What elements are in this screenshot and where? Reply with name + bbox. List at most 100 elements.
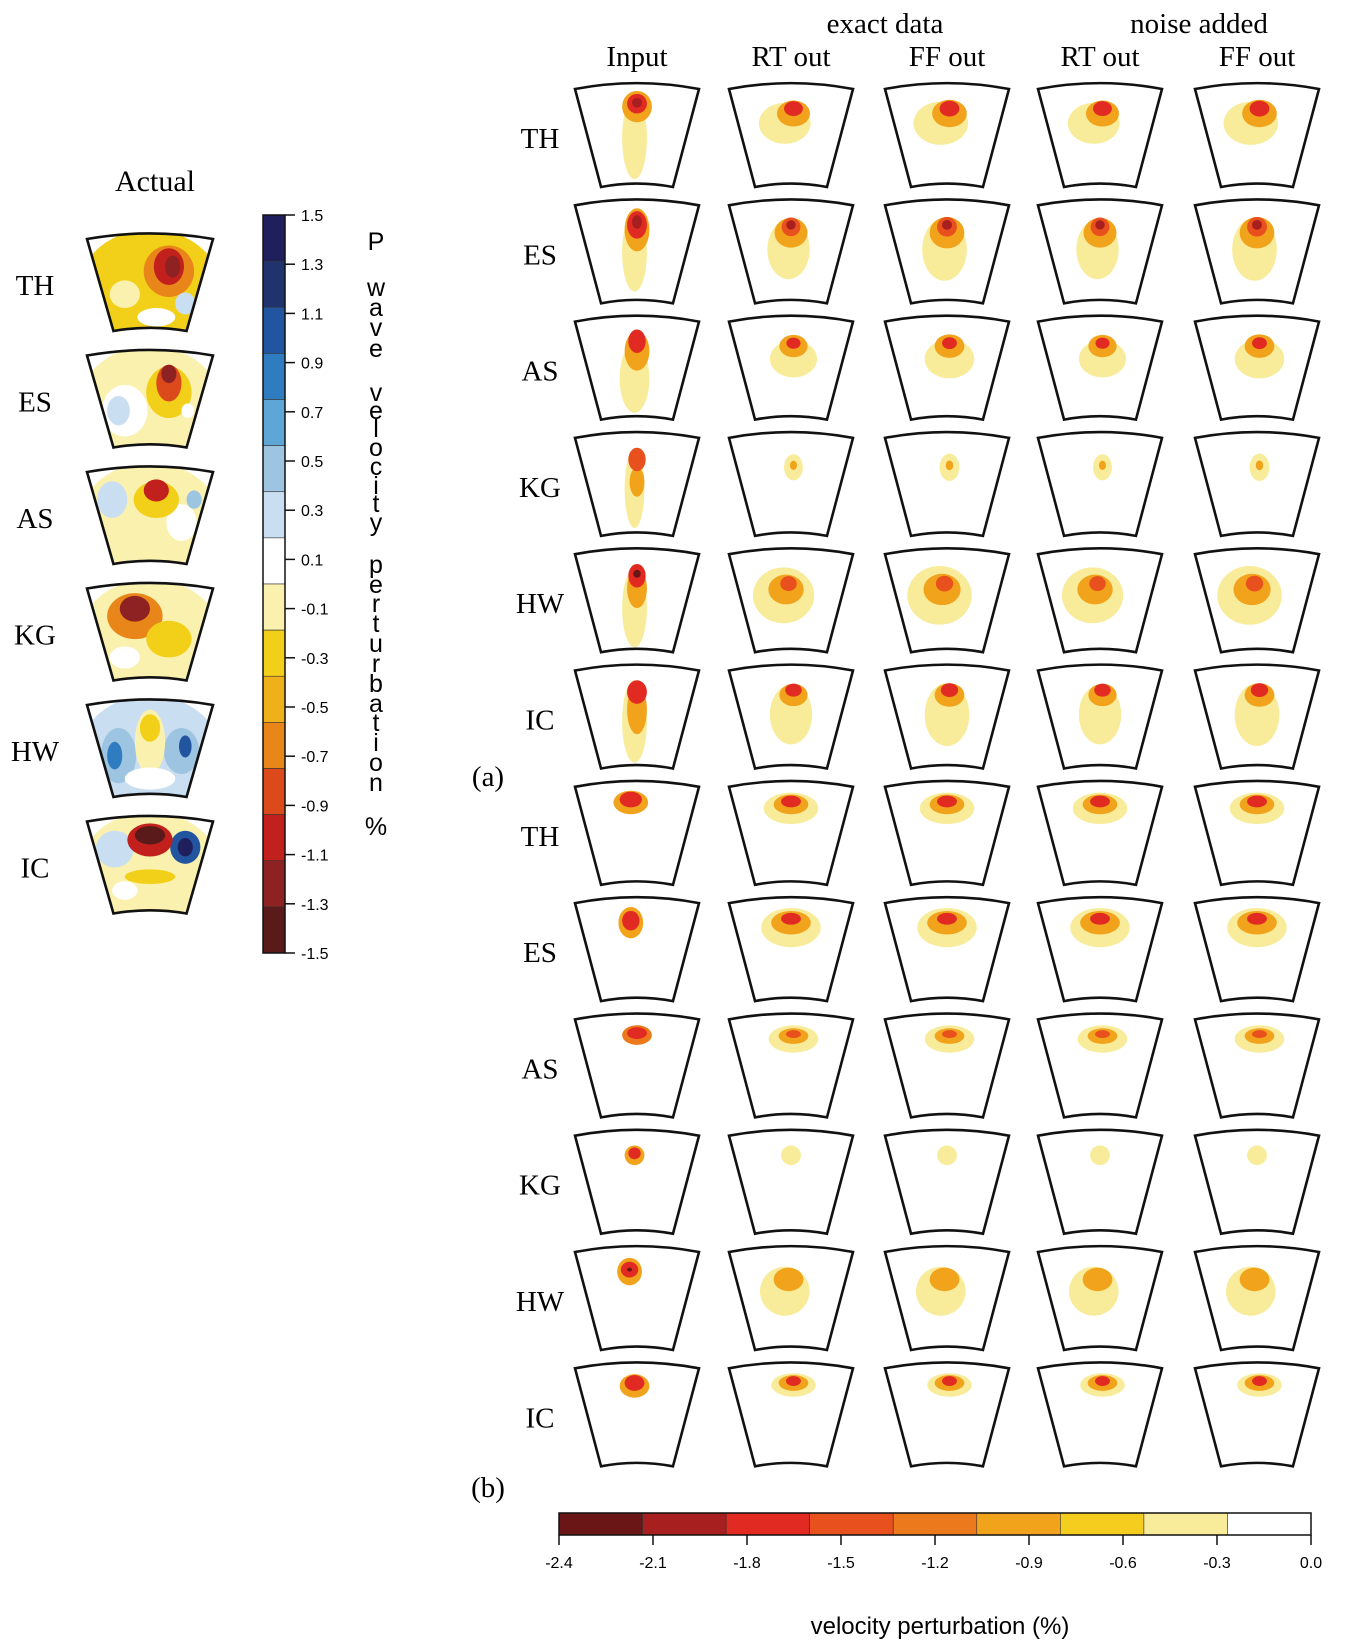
section-background <box>1195 1362 1319 1467</box>
reconstruction-cross-section <box>727 1128 855 1236</box>
reconstruction-cross-section <box>727 895 855 1003</box>
horizontal-tick-label: -0.9 <box>1015 1555 1043 1572</box>
section-outline <box>1193 314 1321 422</box>
section-outline <box>1036 81 1164 189</box>
anomaly-contour <box>1095 1030 1110 1039</box>
anomaly-contour <box>942 220 952 230</box>
group-header-noise: noise added <box>1130 8 1268 40</box>
section-outline <box>883 1128 1011 1236</box>
section-outline <box>1036 547 1164 654</box>
vertical-tick-label: -0.7 <box>301 749 329 766</box>
reconstruction-cross-section <box>727 1361 855 1468</box>
reconstruction-cross-section <box>883 895 1011 1003</box>
section-outline <box>1193 81 1321 189</box>
section-outline <box>727 198 855 305</box>
vertical-colorbar-segment <box>262 768 286 815</box>
section-outline <box>1036 779 1164 887</box>
anomaly-contour <box>146 620 192 658</box>
row-label: ES <box>523 239 557 271</box>
column-header: FF out <box>1219 41 1296 73</box>
actual-row-label: TH <box>16 270 55 302</box>
reconstruction-cross-section <box>883 779 1011 887</box>
anomaly-contour <box>166 504 197 541</box>
anomaly-contour <box>929 1267 960 1292</box>
anomaly-contour <box>112 881 138 900</box>
row-label: AS <box>521 356 558 388</box>
anomaly-contour <box>784 101 803 117</box>
actual-title: Actual <box>115 165 195 198</box>
reconstruction-cross-section <box>883 1361 1011 1468</box>
vertical-tick-label: -1.1 <box>301 848 329 865</box>
vertical-colorbar-label-letter: o <box>369 749 383 777</box>
anomaly-contour <box>942 1376 957 1386</box>
section-outline <box>573 663 701 771</box>
section-outline <box>573 779 701 887</box>
row-label: IC <box>526 1402 555 1434</box>
vertical-colorbar-label-letter: P <box>368 228 385 256</box>
anomaly-contour <box>627 680 647 704</box>
anomaly-contour <box>1090 1145 1110 1166</box>
vertical-colorbar-label-letter: e <box>369 335 383 363</box>
anomaly-contour <box>124 869 176 885</box>
horizontal-colorbar <box>558 1512 1312 1536</box>
section-outline <box>85 581 215 682</box>
section-outline <box>727 779 855 887</box>
reconstruction-cross-section <box>573 663 701 771</box>
section-outline <box>727 314 855 422</box>
anomaly-contour <box>945 460 954 471</box>
horizontal-tick-label: -2.4 <box>545 1555 573 1572</box>
vertical-colorbar-label-letter: l <box>373 415 379 443</box>
vertical-colorbar-segment <box>262 814 286 862</box>
section-outline <box>1193 1244 1321 1352</box>
reconstruction-cross-section <box>573 779 701 887</box>
anomaly-contour <box>627 1267 633 1272</box>
reconstruction-cross-section <box>1193 663 1321 771</box>
section-outline <box>573 430 701 538</box>
reconstruction-cross-section <box>727 547 855 654</box>
section-outline <box>1193 779 1321 887</box>
column-header: FF out <box>909 41 986 73</box>
horizontal-colorbar-segment <box>1227 1512 1312 1536</box>
vertical-colorbar-label-letter: a <box>369 294 383 322</box>
vertical-colorbar-label-letter: p <box>369 551 383 579</box>
vertical-colorbar-segment <box>262 860 286 908</box>
actual-row-label: HW <box>11 736 60 768</box>
section-outline <box>1036 663 1164 771</box>
section-outline <box>727 547 855 654</box>
reconstruction-cross-section <box>1193 81 1321 189</box>
row-label: AS <box>521 1053 558 1085</box>
section-outline <box>883 1012 1011 1119</box>
vertical-colorbar-label-letter: i <box>373 729 379 757</box>
reconstruction-cross-section <box>883 81 1011 189</box>
column-headers: Input RT out FF out RT out FF out <box>606 41 1295 73</box>
section-background <box>575 1246 699 1350</box>
row-label: IC <box>526 705 555 737</box>
vertical-colorbar-label-letter: e <box>369 571 383 599</box>
reconstruction-cross-section <box>1193 1128 1321 1236</box>
section-outline <box>727 663 855 771</box>
section-background <box>885 1362 1009 1467</box>
vertical-tick-label: 1.5 <box>301 208 323 225</box>
section-background <box>1038 897 1162 1002</box>
section-outline <box>573 1128 701 1236</box>
vertical-tick-label: 1.3 <box>301 257 323 274</box>
column-header: Input <box>606 41 667 73</box>
anomaly-contour <box>107 741 123 770</box>
anomaly-contour <box>1245 575 1264 592</box>
anomaly-contour <box>143 479 169 502</box>
reconstruction-cross-section <box>1036 1244 1164 1352</box>
section-background <box>885 1013 1009 1118</box>
reconstruction-cross-section <box>1193 1361 1321 1468</box>
vertical-colorbar-label-letter: o <box>369 434 383 462</box>
vertical-colorbar-label-letter: t <box>373 610 380 638</box>
reconstruction-cross-section <box>573 198 701 305</box>
section-outline <box>1193 1128 1321 1236</box>
section-outline <box>883 663 1011 771</box>
anomaly-contour <box>786 1376 801 1386</box>
reconstruction-cross-section <box>573 547 701 654</box>
reconstruction-cross-section <box>1036 430 1164 538</box>
horizontal-tick-label: 0.0 <box>1300 1555 1322 1572</box>
section-outline <box>883 895 1011 1003</box>
anomaly-contour <box>161 364 177 384</box>
